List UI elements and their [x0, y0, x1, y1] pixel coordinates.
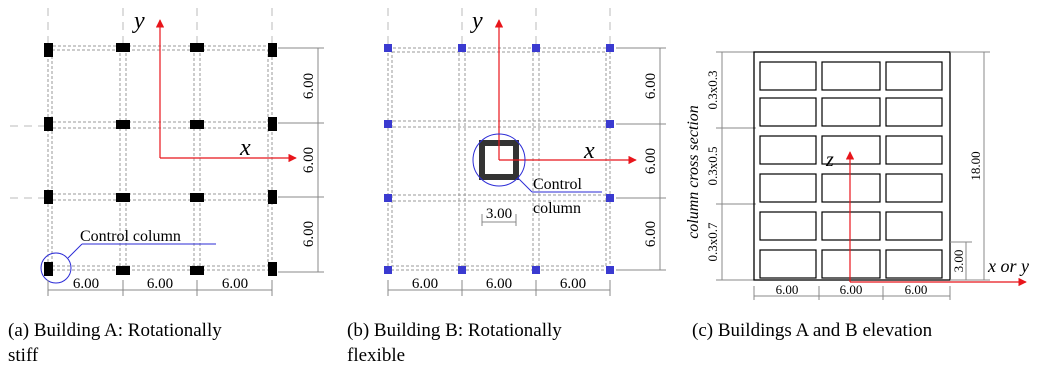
panel-c-section-2: 0.3x0.5	[705, 147, 720, 186]
panel-c-section-3: 0.3x0.7	[705, 222, 720, 262]
panel-b-span-y2: 6.00	[643, 148, 659, 174]
panel-a-y-label: y	[132, 8, 145, 34]
panel-b-columns	[384, 44, 614, 274]
caption-a-line1: (a) Building A: Rotationally	[8, 320, 222, 341]
panel-a-plan: y x Control column 6.00 6.00 6.00 6.00 6…	[10, 8, 324, 296]
panel-b-plan: y x Control column 3.00 6.00 6.00 6.00 6…	[384, 8, 666, 296]
panel-c-storey: 3.00	[951, 250, 966, 273]
caption-a-line2: stiff	[8, 345, 39, 366]
caption-c-line1: (c) Buildings A and B elevation	[692, 320, 933, 341]
panel-c-span-x3: 6.00	[905, 282, 928, 297]
panel-a-span-y1: 6.00	[301, 73, 317, 99]
panel-b-control-line2: column	[533, 200, 581, 217]
panel-b-control-line1: Control	[533, 176, 582, 193]
panel-a-span-x1: 6.00	[73, 276, 99, 292]
panel-c-h-label: x or y	[987, 256, 1029, 276]
panel-c-bays	[759, 61, 943, 279]
panel-b-x-label: x	[583, 138, 595, 164]
caption-c: (c) Buildings A and B elevation	[692, 318, 932, 343]
panel-c-z-label: z	[825, 149, 834, 171]
panel-c-span-x1: 6.00	[776, 282, 799, 297]
panel-c-elevation: column cross section 0.3x0.3 0.3x0.5 0.3…	[685, 51, 1029, 300]
panel-c-height: 18.00	[968, 151, 983, 180]
panel-b-span-x3: 6.00	[560, 276, 586, 292]
caption-a: (a) Building A: Rotationally stiff	[8, 318, 222, 368]
caption-b: (b) Building B: Rotationally flexible	[347, 318, 562, 368]
caption-b-line2: flexible	[347, 345, 406, 366]
panel-c-span-x2: 6.00	[840, 282, 863, 297]
panel-a-span-x2: 6.00	[147, 276, 173, 292]
panel-a-span-x3: 6.00	[222, 276, 248, 292]
panel-b-y-label: y	[470, 8, 483, 34]
panel-c-section-1: 0.3x0.3	[705, 71, 720, 110]
panel-b-span-x1: 6.00	[412, 276, 438, 292]
panel-a-span-y2: 6.00	[301, 147, 317, 173]
panel-a-x-label: x	[239, 135, 251, 161]
panel-a-columns	[44, 43, 277, 276]
panel-b-span-y1: 6.00	[643, 73, 659, 99]
caption-b-line1: (b) Building B: Rotationally	[347, 320, 562, 341]
panel-a-span-y3: 6.00	[301, 221, 317, 247]
panel-b-span-x2: 6.00	[486, 276, 512, 292]
panel-b-span-y3: 6.00	[643, 221, 659, 247]
panel-b-core-dim: 3.00	[486, 206, 512, 222]
panel-c-side-title: column cross section	[685, 105, 702, 239]
panel-a-control-label: Control column	[80, 228, 181, 245]
